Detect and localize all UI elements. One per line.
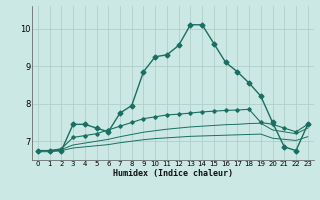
X-axis label: Humidex (Indice chaleur): Humidex (Indice chaleur)	[113, 169, 233, 178]
